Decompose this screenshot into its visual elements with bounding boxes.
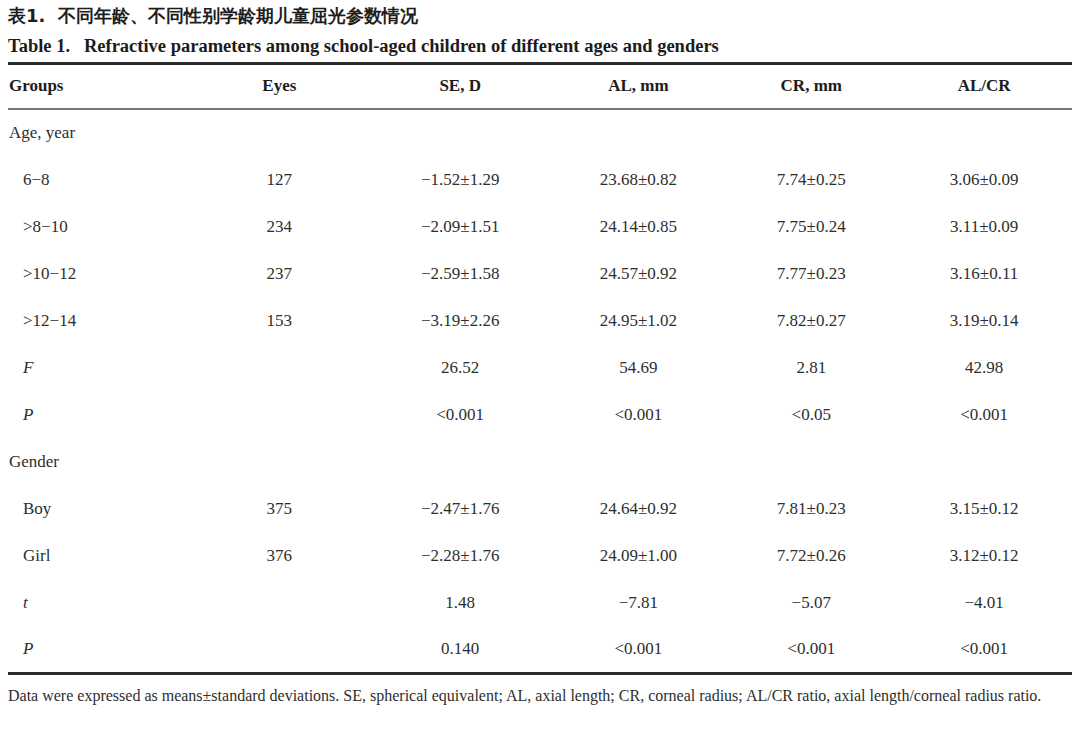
column-header-alcr: AL/CR: [896, 63, 1072, 109]
table-header-row: Groups Eyes SE, D AL, mm CR, mm AL/CR: [8, 63, 1072, 109]
row-label-cell: Age, year: [8, 109, 189, 156]
alcr-cell: 42.98: [896, 344, 1072, 391]
table-row: F 26.52 54.69 2.81 42.98: [8, 344, 1072, 391]
eyes-cell: 234: [189, 203, 370, 250]
al-cell: −7.81: [551, 579, 727, 626]
se-cell: −3.19±2.26: [370, 297, 551, 344]
alcr-cell: <0.001: [896, 391, 1072, 438]
eyes-cell: 237: [189, 250, 370, 297]
alcr-cell: 3.19±0.14: [896, 297, 1072, 344]
alcr-cell: [896, 438, 1072, 485]
table-row: 6−8 127 −1.52±1.29 23.68±0.82 7.74±0.25 …: [8, 156, 1072, 203]
alcr-cell: [896, 109, 1072, 156]
row-label-cell: 6−8: [8, 156, 189, 203]
cr-cell: 7.75±0.24: [726, 203, 896, 250]
al-cell: [551, 438, 727, 485]
column-header-eyes: Eyes: [189, 63, 370, 109]
se-cell: [370, 109, 551, 156]
se-cell: −2.28±1.76: [370, 532, 551, 579]
row-label-cell: P: [8, 391, 189, 438]
cr-cell: <0.05: [726, 391, 896, 438]
se-cell: 1.48: [370, 579, 551, 626]
al-cell: 24.14±0.85: [551, 203, 727, 250]
column-header-groups: Groups: [8, 63, 189, 109]
table-footnote: Data were expressed as means±standard de…: [8, 683, 1072, 709]
alcr-cell: 3.16±0.11: [896, 250, 1072, 297]
cr-cell: [726, 438, 896, 485]
refractive-parameters-table: Groups Eyes SE, D AL, mm CR, mm AL/CR Ag…: [8, 62, 1072, 675]
table-row: >10−12 237 −2.59±1.58 24.57±0.92 7.77±0.…: [8, 250, 1072, 297]
table-title-english: Table 1. Refractive parameters among sch…: [8, 35, 1072, 57]
cr-cell: 7.82±0.27: [726, 297, 896, 344]
eyes-cell: [189, 391, 370, 438]
cr-cell: [726, 109, 896, 156]
al-cell: <0.001: [551, 626, 727, 673]
eyes-cell: [189, 344, 370, 391]
table-title-chinese: 表1. 不同年龄、不同性别学龄期儿童屈光参数情况: [8, 5, 1072, 28]
cr-cell: 7.72±0.26: [726, 532, 896, 579]
cr-cell: 7.77±0.23: [726, 250, 896, 297]
eyes-cell: [189, 438, 370, 485]
se-cell: [370, 438, 551, 485]
table-row: P <0.001 <0.001 <0.05 <0.001: [8, 391, 1072, 438]
table-row: Age, year: [8, 109, 1072, 156]
row-label-cell: >10−12: [8, 250, 189, 297]
table-row: >12−14 153 −3.19±2.26 24.95±1.02 7.82±0.…: [8, 297, 1072, 344]
alcr-cell: 3.15±0.12: [896, 485, 1072, 532]
table-row: t 1.48 −7.81 −5.07 −4.01: [8, 579, 1072, 626]
cr-cell: 7.81±0.23: [726, 485, 896, 532]
cr-cell: <0.001: [726, 626, 896, 673]
alcr-cell: 3.12±0.12: [896, 532, 1072, 579]
column-header-al: AL, mm: [551, 63, 727, 109]
eyes-cell: [189, 626, 370, 673]
table-row: Gender: [8, 438, 1072, 485]
cr-cell: 2.81: [726, 344, 896, 391]
se-cell: <0.001: [370, 391, 551, 438]
eyes-cell: 376: [189, 532, 370, 579]
table-row: >8−10 234 −2.09±1.51 24.14±0.85 7.75±0.2…: [8, 203, 1072, 250]
se-cell: −2.47±1.76: [370, 485, 551, 532]
table-row: Girl 376 −2.28±1.76 24.09±1.00 7.72±0.26…: [8, 532, 1072, 579]
paper-table-page: 表1. 不同年龄、不同性别学龄期儿童屈光参数情况 Table 1. Refrac…: [0, 0, 1080, 730]
eyes-cell: 153: [189, 297, 370, 344]
column-header-cr: CR, mm: [726, 63, 896, 109]
row-label-cell: Girl: [8, 532, 189, 579]
al-cell: 24.95±1.02: [551, 297, 727, 344]
eyes-cell: 127: [189, 156, 370, 203]
al-cell: 54.69: [551, 344, 727, 391]
alcr-cell: −4.01: [896, 579, 1072, 626]
column-header-se: SE, D: [370, 63, 551, 109]
row-label-cell: >8−10: [8, 203, 189, 250]
table-row: P 0.140 <0.001 <0.001 <0.001: [8, 626, 1072, 673]
se-cell: −1.52±1.29: [370, 156, 551, 203]
row-label-cell: Boy: [8, 485, 189, 532]
cr-cell: 7.74±0.25: [726, 156, 896, 203]
row-label-cell: F: [8, 344, 189, 391]
alcr-cell: 3.06±0.09: [896, 156, 1072, 203]
row-label-cell: >12−14: [8, 297, 189, 344]
al-cell: <0.001: [551, 391, 727, 438]
se-cell: −2.59±1.58: [370, 250, 551, 297]
al-cell: 24.09±1.00: [551, 532, 727, 579]
eyes-cell: 375: [189, 485, 370, 532]
eyes-cell: [189, 109, 370, 156]
se-cell: 0.140: [370, 626, 551, 673]
row-label-cell: t: [8, 579, 189, 626]
cr-cell: −5.07: [726, 579, 896, 626]
se-cell: −2.09±1.51: [370, 203, 551, 250]
al-cell: 24.57±0.92: [551, 250, 727, 297]
al-cell: [551, 109, 727, 156]
eyes-cell: [189, 579, 370, 626]
al-cell: 23.68±0.82: [551, 156, 727, 203]
row-label-cell: Gender: [8, 438, 189, 485]
se-cell: 26.52: [370, 344, 551, 391]
alcr-cell: 3.11±0.09: [896, 203, 1072, 250]
alcr-cell: <0.001: [896, 626, 1072, 673]
table-row: Boy 375 −2.47±1.76 24.64±0.92 7.81±0.23 …: [8, 485, 1072, 532]
row-label-cell: P: [8, 626, 189, 673]
al-cell: 24.64±0.92: [551, 485, 727, 532]
